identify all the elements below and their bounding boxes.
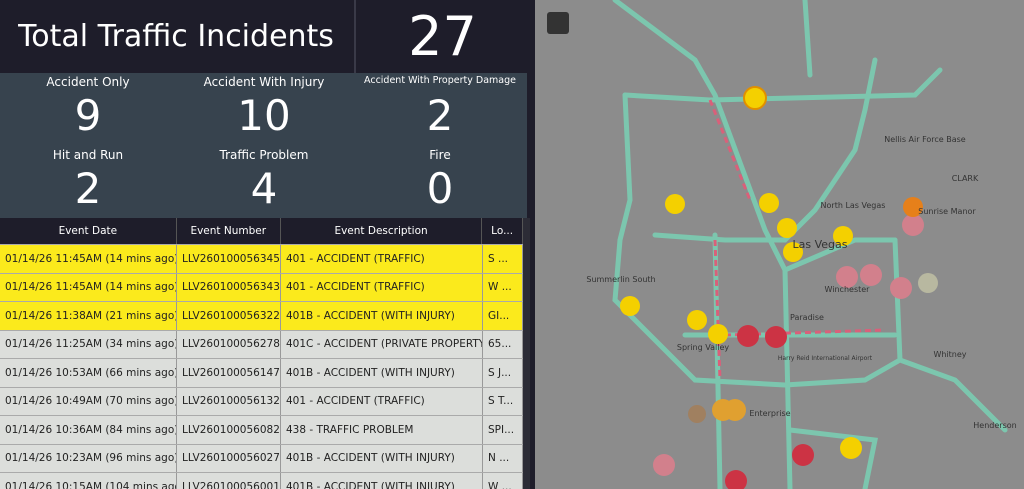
stat-value: 0 xyxy=(426,164,454,213)
stat-label: Accident Only xyxy=(46,75,130,89)
table-header: Event Date Event Number Event Description L… xyxy=(0,218,523,244)
roads xyxy=(612,0,1008,489)
map-label: Las Vegas xyxy=(793,238,848,251)
table-row[interactable]: 01/14/26 11:38AM (21 mins ago) LLV2601000… xyxy=(0,301,523,330)
incident-icons[interactable] xyxy=(620,86,938,489)
map-label: Henderson xyxy=(973,421,1016,430)
column-header: Event Date xyxy=(0,218,177,244)
table-cell: W ... xyxy=(483,273,523,301)
stat-value: 10 xyxy=(237,91,291,140)
scrollbar[interactable] xyxy=(523,218,530,489)
table-cell: LLV260100056278 xyxy=(177,330,281,358)
table-row[interactable]: 01/14/26 10:15AM (104 mins ago) LLV260100… xyxy=(0,472,523,489)
stat-label: Fire xyxy=(429,148,451,162)
table-cell: LLV260100056322 xyxy=(177,302,281,330)
stat-value: 2 xyxy=(74,164,102,213)
stat-label: Accident With Property Damage xyxy=(364,75,516,86)
map-label: Winchester xyxy=(825,285,871,294)
table-cell: LLV260100056345 xyxy=(177,245,281,273)
table-cell: 01/14/26 10:53AM (66 mins ago) xyxy=(0,359,177,387)
table-cell: 01/14/26 11:25AM (34 mins ago) xyxy=(0,330,177,358)
map-label: Spring Valley xyxy=(677,343,729,352)
table-row[interactable]: 01/14/26 10:36AM (84 mins ago) LLV2601000… xyxy=(0,415,523,444)
table-cell: 401 - ACCIDENT (TRAFFIC) xyxy=(281,273,483,301)
table-cell: LLV260100056027 xyxy=(177,444,281,472)
table-row[interactable]: 01/14/26 11:25AM (34 mins ago) LLV2601000… xyxy=(0,329,523,358)
column-header: Event Description xyxy=(281,218,483,244)
table-cell: 401B - ACCIDENT (WITH INJURY) xyxy=(281,444,483,472)
table-cell: LLV260100056343 xyxy=(177,273,281,301)
table-row[interactable]: 01/14/26 10:53AM (66 mins ago) LLV2601000… xyxy=(0,358,523,387)
table-cell: 65... xyxy=(483,330,523,358)
table-cell: 401C - ACCIDENT (PRIVATE PROPERTY) xyxy=(281,330,483,358)
map-label: Enterprise xyxy=(749,409,790,418)
column-header: Event Number xyxy=(177,218,281,244)
table-cell: 01/14/26 10:49AM (70 mins ago) xyxy=(0,387,177,415)
stat-value: 9 xyxy=(74,91,102,140)
table-cell: 01/14/26 10:15AM (104 mins ago) xyxy=(0,473,177,489)
table-row[interactable]: 01/14/26 10:23AM (96 mins ago) LLV2601000… xyxy=(0,443,523,472)
column-header: Lo... xyxy=(482,218,523,244)
table-row[interactable]: 01/14/26 10:49AM (70 mins ago) LLV2601000… xyxy=(0,386,523,415)
table-cell: LLV260100056082 xyxy=(177,416,281,444)
table-cell: 01/14/26 11:45AM (14 mins ago) xyxy=(0,245,177,273)
table-cell: SPI... xyxy=(483,416,523,444)
map-label: Nellis Air Force Base xyxy=(884,135,966,144)
title: Total Traffic Incidents xyxy=(18,19,334,54)
map-label: Harry Reid International Airport xyxy=(778,355,873,362)
stat-value: 4 xyxy=(250,164,278,213)
table-cell: 01/14/26 11:38AM (21 mins ago) xyxy=(0,302,177,330)
table-cell: N ... xyxy=(483,444,523,472)
table-cell: 401 - ACCIDENT (TRAFFIC) xyxy=(281,245,483,273)
table-cell: LLV260100056132 xyxy=(177,387,281,415)
table-cell: 01/14/26 10:36AM (84 mins ago) xyxy=(0,416,177,444)
table-row[interactable]: 01/14/26 11:45AM (14 mins ago) LLV2601000… xyxy=(0,272,523,301)
map-label: Summerlin South xyxy=(586,275,655,284)
stat-value: 2 xyxy=(426,91,454,140)
map-background xyxy=(535,0,1024,489)
map-label: North Las Vegas xyxy=(821,201,886,210)
congestion xyxy=(708,99,886,381)
table-cell: 01/14/26 11:45AM (14 mins ago) xyxy=(0,273,177,301)
table-cell: LLV260100056001 xyxy=(177,473,281,489)
table-cell: 401 - ACCIDENT (TRAFFIC) xyxy=(281,387,483,415)
table-cell: S T... xyxy=(483,387,523,415)
map-label: Sunrise Manor xyxy=(918,207,976,216)
stat-label: Hit and Run xyxy=(52,148,124,162)
table-cell: W ... xyxy=(483,473,523,489)
incident-table: Event Date Event Number Event Description L… xyxy=(0,218,523,489)
total-count: 27 xyxy=(354,0,529,73)
table-row[interactable]: 01/14/26 11:45AM (14 mins ago) LLV2601000… xyxy=(0,244,523,273)
map-label: Paradise xyxy=(790,313,824,322)
map-label: CLARK xyxy=(952,174,979,183)
stats-panel: Accident Only 9 Accident With Injury 10 Acci… xyxy=(0,73,527,218)
table-cell: LLV260100056147 xyxy=(177,359,281,387)
stat-label: Accident With Injury xyxy=(203,75,325,89)
table-cell: 401B - ACCIDENT (WITH INJURY) xyxy=(281,473,483,489)
tool-button[interactable] xyxy=(547,12,569,34)
table-cell: GI... xyxy=(483,302,523,330)
table-cell: 438 - TRAFFIC PROBLEM xyxy=(281,416,483,444)
map-label: Whitney xyxy=(933,350,966,359)
table-cell: 401B - ACCIDENT (WITH INJURY) xyxy=(281,302,483,330)
map[interactable]: Nellis Air Force Base CLARK North Las Ve… xyxy=(535,0,1024,489)
table-cell: 401B - ACCIDENT (WITH INJURY) xyxy=(281,359,483,387)
dashboard-panel: Total Traffic Incidents 27 Accident Only… xyxy=(0,0,530,489)
table-cell: S ... xyxy=(483,245,523,273)
table-cell: S J... xyxy=(483,359,523,387)
stat-label: Traffic Problem xyxy=(219,148,309,162)
table-cell: 01/14/26 10:23AM (96 mins ago) xyxy=(0,444,177,472)
